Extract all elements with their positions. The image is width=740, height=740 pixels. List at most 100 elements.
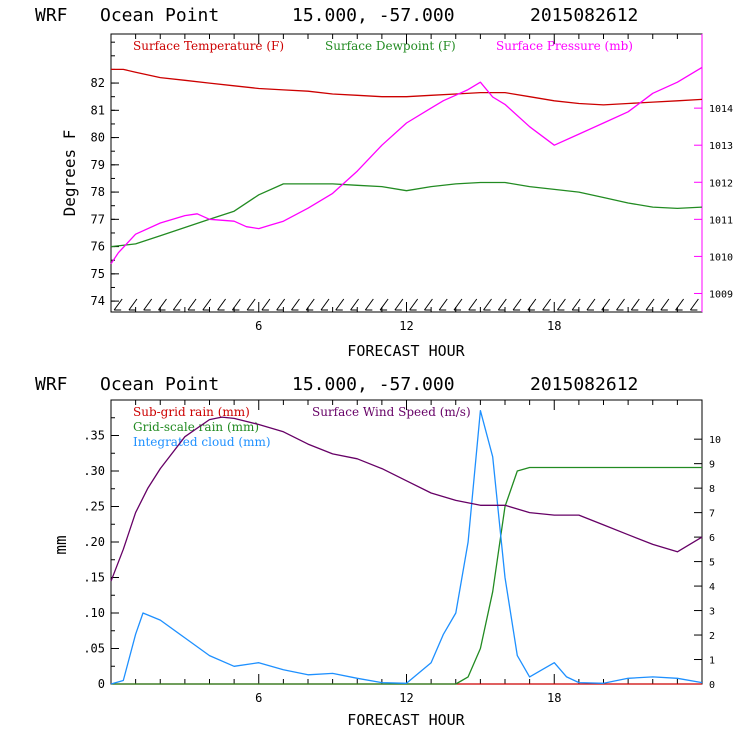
y2-tick-label: 6 bbox=[709, 533, 715, 544]
x-tick-label: 6 bbox=[255, 319, 262, 333]
y2-tick-label: 1013 bbox=[709, 141, 733, 152]
wind-barb bbox=[675, 298, 685, 311]
y-tick-label: 79 bbox=[91, 158, 105, 172]
wind-barb bbox=[409, 298, 419, 311]
y2-tick-label: 1 bbox=[709, 656, 715, 667]
wind-barb bbox=[497, 298, 507, 311]
wind-barb bbox=[645, 298, 655, 311]
legend-subgrid-rain: Sub-grid rain (mm) bbox=[133, 405, 250, 419]
panel1-header: WRF Ocean Point 15.000, -57.000 20150826… bbox=[35, 5, 638, 26]
x-tick-label: 18 bbox=[547, 319, 561, 333]
panel2-header: WRF Ocean Point 15.000, -57.000 20150826… bbox=[35, 374, 638, 395]
panel1-coords: 15.000, -57.000 bbox=[292, 5, 455, 26]
panel2-coords: 15.000, -57.000 bbox=[292, 374, 455, 395]
wind-barb bbox=[438, 298, 448, 311]
y-tick-label: 81 bbox=[91, 103, 105, 117]
panel2-x-ticks: 6 12 18 bbox=[135, 400, 678, 705]
x-tick-label: 12 bbox=[399, 319, 413, 333]
wind-barb bbox=[217, 298, 226, 311]
x-tick-label: 18 bbox=[547, 691, 561, 705]
wind-barb bbox=[172, 298, 182, 311]
wind-barb bbox=[158, 298, 167, 311]
legend-gridscale-rain: Grid-scale rain (mm) bbox=[133, 420, 259, 434]
wind-barb bbox=[424, 298, 433, 311]
panel1-series bbox=[110, 66, 703, 265]
y2-tick-label: 1014 bbox=[709, 104, 733, 115]
panel2-y-ticks: 0 .05 .10 .15 .20 .25 .30 .35 bbox=[83, 417, 119, 691]
wind-barb bbox=[335, 298, 345, 311]
legend-integrated-cloud: Integrated cloud (mm) bbox=[133, 435, 271, 449]
wind-barb bbox=[261, 298, 271, 311]
y2-tick-label: 8 bbox=[709, 484, 715, 495]
panel2-ylabel: mm bbox=[51, 535, 70, 554]
series-line-grid-scale-rain-mm bbox=[111, 466, 702, 685]
wind-barb bbox=[291, 298, 300, 311]
wind-barb bbox=[320, 298, 330, 311]
panel1-legend: Surface Temperature (F) Surface Dewpoint… bbox=[133, 39, 633, 53]
wind-barb bbox=[512, 298, 522, 311]
y2-tick-label: 0 bbox=[709, 680, 715, 691]
wind-barb bbox=[468, 298, 478, 311]
panel2-xlabel: FORECAST HOUR bbox=[347, 711, 465, 729]
y-tick-label: 74 bbox=[91, 294, 105, 308]
y-tick-label: 75 bbox=[91, 267, 105, 281]
wind-barb bbox=[571, 298, 581, 311]
wind-barb bbox=[542, 298, 552, 311]
y2-tick-label: 9 bbox=[709, 460, 715, 471]
panel2-series bbox=[110, 409, 703, 685]
y2-tick-label: 2 bbox=[709, 631, 715, 642]
panel2-run: 2015082612 bbox=[530, 374, 638, 395]
wind-barb bbox=[586, 298, 596, 311]
panel1-x-ticks: 6 12 18 bbox=[135, 34, 678, 333]
y-tick-label: .35 bbox=[83, 429, 105, 443]
y-tick-label: 80 bbox=[91, 131, 105, 145]
series-line-surface-temperature-f bbox=[111, 68, 703, 106]
series-line-surface-pressure-mb bbox=[110, 66, 703, 265]
panel1-run: 2015082612 bbox=[530, 5, 638, 26]
wind-barb bbox=[231, 298, 241, 311]
y2-tick-label: 5 bbox=[709, 558, 715, 569]
y-tick-label: 0 bbox=[98, 677, 105, 691]
wind-barb bbox=[394, 298, 404, 311]
panel2-y2-ticks: 0 1 2 3 4 5 6 7 8 9 10 bbox=[694, 435, 721, 691]
wind-barb bbox=[660, 298, 670, 311]
y2-tick-label: 4 bbox=[709, 582, 715, 593]
wind-barb bbox=[276, 298, 286, 311]
x-tick-label: 6 bbox=[255, 691, 262, 705]
legend-surface-temperature: Surface Temperature (F) bbox=[133, 39, 284, 53]
legend-surface-wind-speed: Surface Wind Speed (m/s) bbox=[312, 405, 471, 419]
y-tick-label: .20 bbox=[83, 535, 105, 549]
panel1-model: WRF bbox=[35, 5, 68, 26]
y-tick-label: .25 bbox=[83, 500, 105, 514]
wind-barb bbox=[202, 298, 212, 311]
wind-barb bbox=[616, 298, 625, 311]
panel2-legend: Sub-grid rain (mm) Grid-scale rain (mm) … bbox=[133, 405, 471, 449]
y-tick-label: 78 bbox=[91, 185, 105, 199]
legend-surface-dewpoint: Surface Dewpoint (F) bbox=[325, 39, 456, 53]
y2-tick-label: 1012 bbox=[709, 178, 733, 189]
wind-barb bbox=[246, 298, 256, 311]
y-tick-label: .10 bbox=[83, 606, 105, 620]
panel1-xlabel: FORECAST HOUR bbox=[347, 342, 465, 360]
y2-tick-label: 10 bbox=[709, 435, 721, 446]
y2-tick-label: 1010 bbox=[709, 252, 733, 263]
y-tick-label: .05 bbox=[83, 642, 105, 656]
wind-barb bbox=[483, 298, 492, 311]
y-tick-label: .15 bbox=[83, 571, 105, 585]
series-line-integrated-cloud-mm bbox=[110, 409, 703, 685]
wind-barb bbox=[350, 298, 359, 311]
y-tick-label: 76 bbox=[91, 240, 105, 254]
wind-barb bbox=[630, 298, 640, 311]
wind-barb bbox=[187, 298, 197, 311]
panel1-y-ticks: 74 75 76 77 78 79 80 81 82 bbox=[91, 41, 119, 308]
wind-barb bbox=[305, 298, 315, 311]
wind-barb bbox=[364, 298, 374, 311]
y-tick-label: 77 bbox=[91, 212, 105, 226]
wind-barb bbox=[527, 298, 537, 311]
y2-tick-label: 1011 bbox=[709, 215, 733, 226]
wind-barbs bbox=[113, 298, 699, 311]
y2-tick-label: 1009 bbox=[709, 289, 733, 300]
panel2-model: WRF bbox=[35, 374, 68, 395]
y2-tick-label: 3 bbox=[709, 607, 715, 618]
